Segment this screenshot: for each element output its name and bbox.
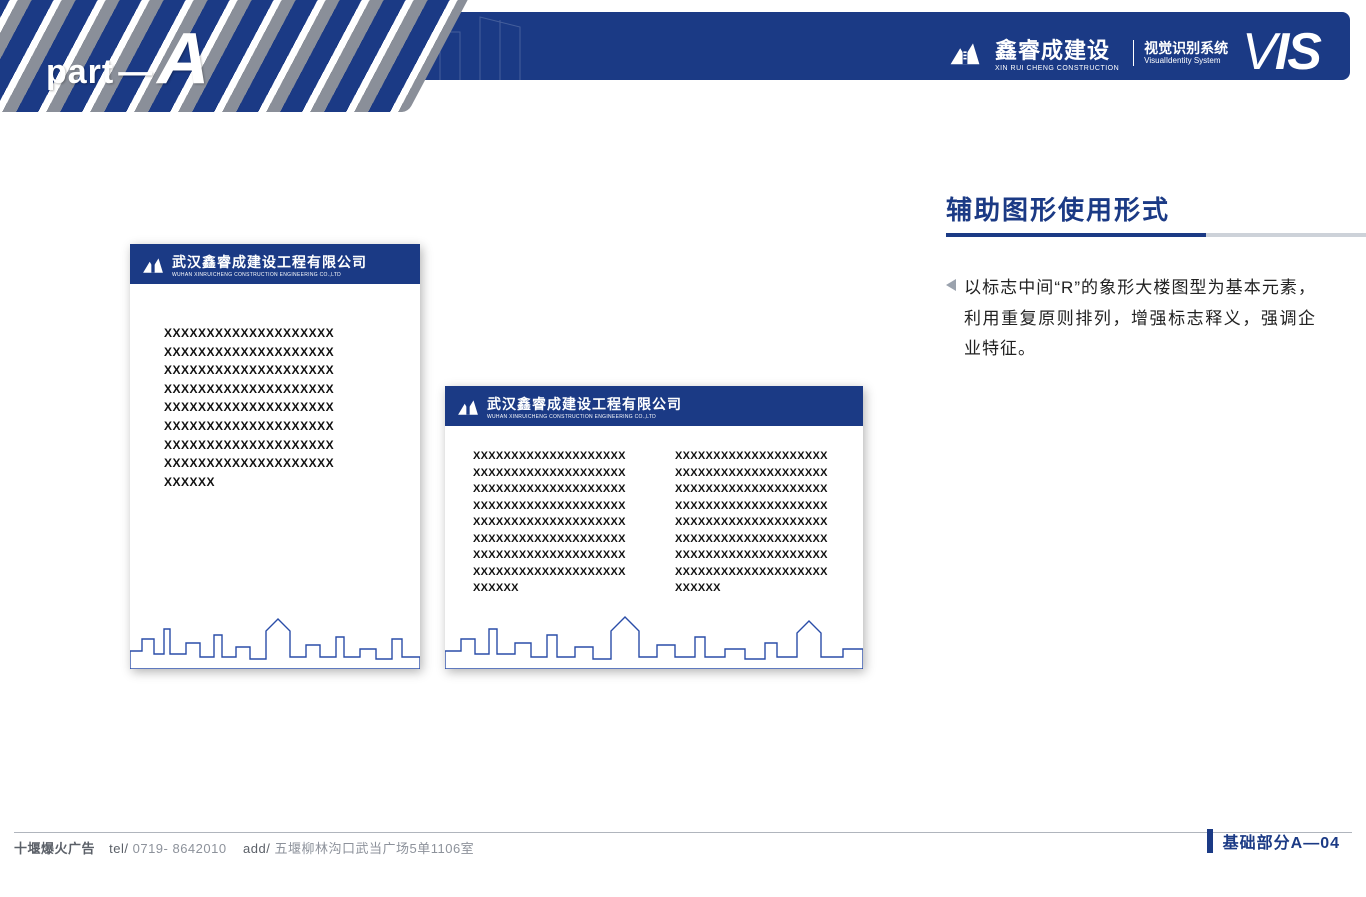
placeholder-line: XXXXXXXXXXXXXXXXXXXX (164, 398, 390, 417)
placeholder-line: XXXXXXXXXXXXXXXXXXXX (473, 498, 626, 515)
placeholder-line: XXXXXXXXXXXXXXXXXXXX (164, 324, 390, 343)
description-underline (946, 233, 1206, 237)
placeholder-line: XXXXXXXXXXXXXXXXXXXX (675, 531, 828, 548)
placeholder-line: XXXXXXXXXXXXXXXXXXXX (675, 547, 828, 564)
footer-add-label: add/ (243, 841, 270, 856)
description-body: 以标志中间“R”的象形大楼图型为基本元素，利用重复原则排列，增强标志释义，强调企… (946, 273, 1316, 365)
card-header-text: 武汉鑫睿成建设工程有限公司 WUHAN XINRUICHENG CONSTRUC… (172, 252, 367, 278)
placeholder-line: XXXXXXXXXXXXXXXXXXXX (675, 514, 828, 531)
placeholder-line: XXXXXXXXXXXXXXXXXXXX (164, 417, 390, 436)
part-dash: — (118, 53, 153, 92)
footer-tel-label: tel/ (109, 841, 128, 856)
part-word: part (46, 53, 114, 92)
placeholder-line: XXXXXXXXXXXXXXXXXXXX (473, 531, 626, 548)
brand-sub-cn: 视觉识别系统 (1144, 40, 1228, 56)
placeholder-line: XXXXXXXXXXXXXXXXXXXX (675, 465, 828, 482)
skyline-graphic (445, 599, 863, 669)
placeholder-line: XXXXXX (164, 473, 390, 492)
brand-en: XIN RUI CHENG CONSTRUCTION (995, 65, 1119, 72)
card-header-text: 武汉鑫睿成建设工程有限公司 WUHAN XINRUICHENG CONSTRUC… (487, 394, 682, 420)
placeholder-line: XXXXXXXXXXXXXXXXXXXX (473, 547, 626, 564)
part-label: part — A (46, 34, 210, 92)
card-title-cn: 武汉鑫睿成建设工程有限公司 (172, 254, 367, 270)
placeholder-line: XXXXXXXXXXXXXXXXXXXX (675, 481, 828, 498)
card-logo-icon (457, 396, 479, 418)
brand-logo-icon (949, 37, 981, 69)
description-title: 辅助图形使用形式 (946, 190, 1316, 227)
card-title-en: WUHAN XINRUICHENG CONSTRUCTION ENGINEERI… (172, 272, 367, 278)
brand-sub-en: VisualIdentity System (1144, 56, 1228, 66)
placeholder-line: XXXXXXXXXXXXXXXXXXXX (675, 498, 828, 515)
placeholder-line: XXXXXXXXXXXXXXXXXXXX (164, 361, 390, 380)
card-header: 武汉鑫睿成建设工程有限公司 WUHAN XINRUICHENG CONSTRUC… (130, 244, 420, 284)
placeholder-line: XXXXXX (473, 580, 626, 597)
placeholder-line: XXXXXXXXXXXXXXXXXXXX (473, 465, 626, 482)
footer-page: 基础部分A—04 (1207, 829, 1340, 853)
footer-add: 五堰柳林沟口武当广场5单1106室 (274, 841, 474, 856)
placeholder-line: XXXXXXXXXXXXXXXXXXXX (473, 514, 626, 531)
banner-brand-block: 鑫睿成建设 XIN RUI CHENG CONSTRUCTION 视觉识别系统 … (949, 32, 1320, 74)
placeholder-line: XXXXXXXXXXXXXXXXXXXX (675, 448, 828, 465)
placeholder-line: XXXXXXXXXXXXXXXXXXXX (164, 436, 390, 455)
part-letter: A (157, 34, 210, 84)
footer-studio: 十堰爆火广告 (14, 841, 95, 856)
placeholder-column-2: XXXXXXXXXXXXXXXXXXXX XXXXXXXXXXXXXXXXXXX… (675, 448, 828, 597)
placeholder-line: XXXXXXXXXXXXXXXXXXXX (164, 343, 390, 362)
vis-mark: VIS (1242, 32, 1320, 74)
description-block: 辅助图形使用形式 以标志中间“R”的象形大楼图型为基本元素，利用重复原则排列，增… (946, 190, 1316, 365)
placeholder-line: XXXXXXXXXXXXXXXXXXXX (473, 481, 626, 498)
brand-subtitle: 视觉识别系统 VisualIdentity System (1133, 40, 1228, 66)
sample-card-portrait: 武汉鑫睿成建设工程有限公司 WUHAN XINRUICHENG CONSTRUC… (130, 244, 420, 669)
sample-card-landscape: 武汉鑫睿成建设工程有限公司 WUHAN XINRUICHENG CONSTRUC… (445, 386, 863, 669)
brand-text: 鑫睿成建设 XIN RUI CHENG CONSTRUCTION (995, 33, 1119, 72)
placeholder-column-1: XXXXXXXXXXXXXXXXXXXX XXXXXXXXXXXXXXXXXXX… (473, 448, 626, 597)
brand-cn: 鑫睿成建设 (995, 38, 1110, 63)
card-header: 武汉鑫睿成建设工程有限公司 WUHAN XINRUICHENG CONSTRUC… (445, 386, 863, 426)
card-title-cn: 武汉鑫睿成建设工程有限公司 (487, 396, 682, 412)
card-title-en: WUHAN XINRUICHENG CONSTRUCTION ENGINEERI… (487, 414, 682, 420)
placeholder-line: XXXXXXXXXXXXXXXXXXXX (473, 448, 626, 465)
footer-tel: 0719- 8642010 (133, 841, 227, 856)
skyline-graphic (130, 599, 420, 669)
card-logo-icon (142, 254, 164, 276)
top-banner: part — A 鑫睿成建设 XIN RUI CHENG CONSTRUCTIO… (0, 12, 1350, 80)
footer-rule (14, 832, 1352, 833)
placeholder-line: XXXXXXXXXXXXXXXXXXXX (164, 454, 390, 473)
placeholder-line: XXXXXXXXXXXXXXXXXXXX (473, 564, 626, 581)
placeholder-line: XXXXXXXXXXXXXXXXXXXX (675, 564, 828, 581)
placeholder-line: XXXXXX (675, 580, 828, 597)
placeholder-line: XXXXXXXXXXXXXXXXXXXX (164, 380, 390, 399)
footer-left: 十堰爆火广告 tel/ 0719- 8642010 add/ 五堰柳林沟口武当广… (14, 838, 474, 857)
placeholder-text-block: XXXXXXXXXXXXXXXXXXXX XXXXXXXXXXXXXXXXXXX… (164, 324, 390, 491)
